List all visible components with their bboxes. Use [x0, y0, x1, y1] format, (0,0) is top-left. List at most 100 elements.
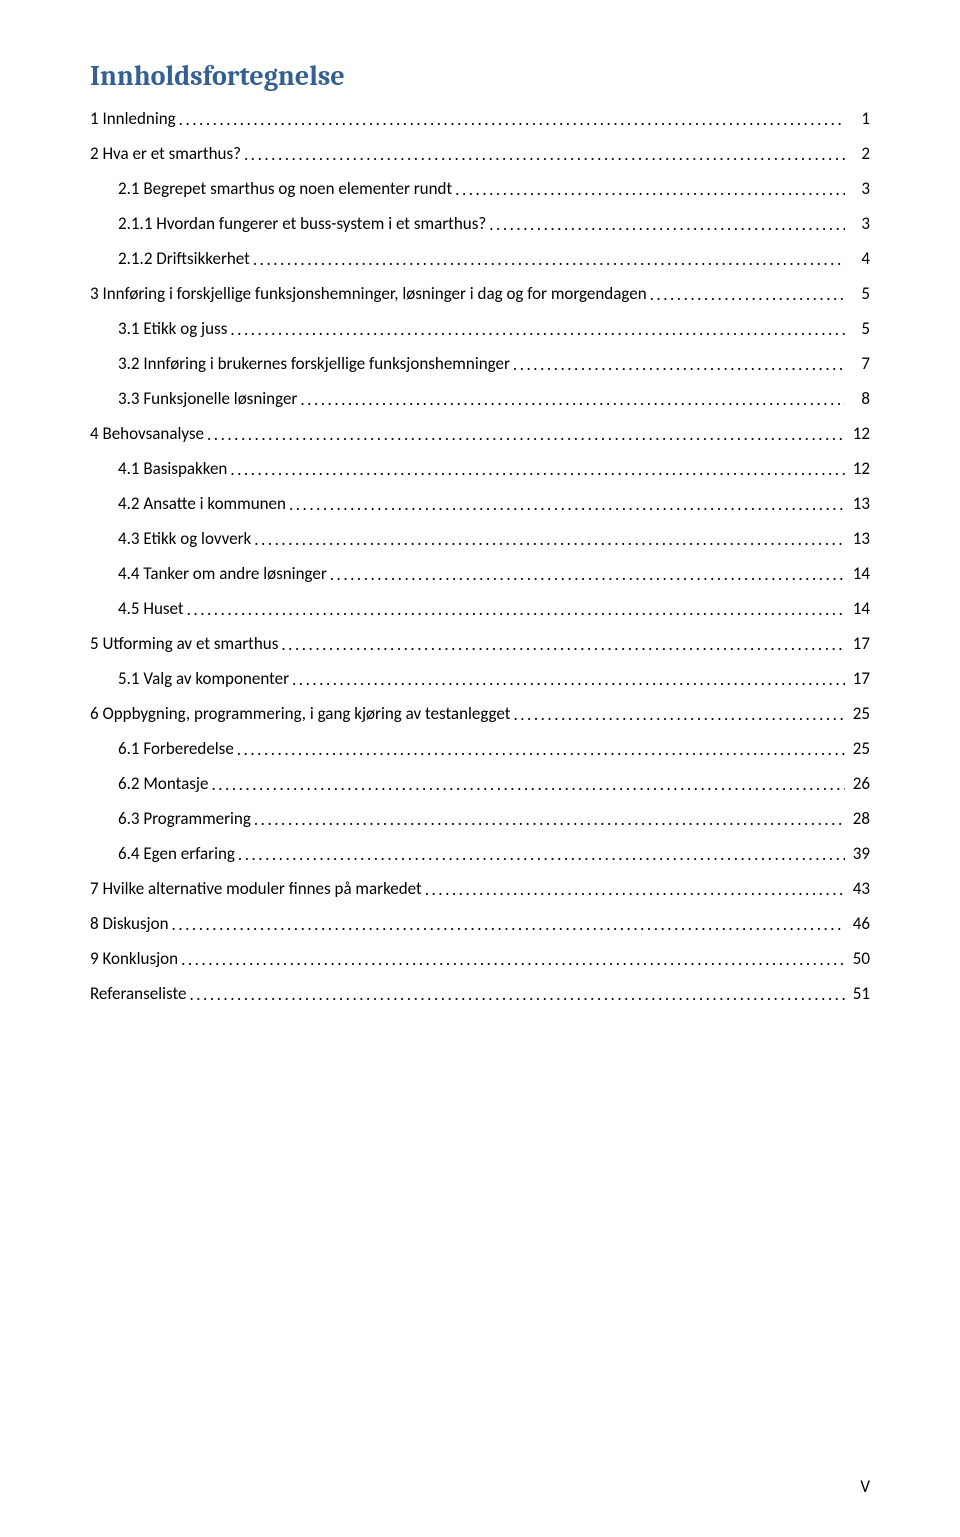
toc-entry-page: 5	[848, 320, 870, 337]
toc-entry-page: 7	[848, 355, 870, 372]
toc-entry-label: 9 Konklusjon	[90, 950, 178, 967]
toc-entry-label: 4.2 Ansatte i kommunen	[118, 495, 286, 512]
toc-entry[interactable]: 5.1 Valg av komponenter 17	[90, 670, 870, 687]
toc-entry[interactable]: 4.4 Tanker om andre løsninger 14	[90, 565, 870, 582]
toc-entry[interactable]: 4.5 Huset 14	[90, 600, 870, 617]
toc-entry[interactable]: 2 Hva er et smarthus?2	[90, 145, 870, 162]
toc-leader-dots	[254, 811, 845, 828]
toc-entry-page: 3	[848, 215, 870, 232]
toc-entry-label: 1 Innledning	[90, 110, 176, 127]
toc-entry-label: 4.3 Etikk og lovverk	[118, 530, 251, 547]
toc-leader-dots	[179, 111, 845, 128]
toc-entry-page: 1	[848, 110, 870, 127]
toc-entry-label: 3.1 Etikk og juss	[118, 320, 227, 337]
toc-entry[interactable]: 1 Innledning 1	[90, 110, 870, 127]
page-number: V	[860, 1476, 870, 1497]
toc-entry-label: 6.1 Forberedelse	[118, 740, 234, 757]
toc-entry-label: 4 Behovsanalyse	[90, 425, 204, 442]
toc-entry-page: 8	[848, 390, 870, 407]
toc-entry-label: 4.1 Basispakken	[118, 460, 227, 477]
toc-leader-dots	[230, 321, 845, 338]
toc-entry[interactable]: 4.1 Basispakken 12	[90, 460, 870, 477]
toc-entry[interactable]: 4.2 Ansatte i kommunen13	[90, 495, 870, 512]
toc-entry-page: 17	[848, 635, 870, 652]
toc-entry-page: 26	[848, 775, 870, 792]
toc-entry[interactable]: 4.3 Etikk og lovverk 13	[90, 530, 870, 547]
toc-entry[interactable]: 5 Utforming av et smarthus 17	[90, 635, 870, 652]
toc-entry-page: 3	[848, 180, 870, 197]
toc-leader-dots	[650, 286, 845, 303]
toc-leader-dots	[244, 146, 845, 163]
toc-entry-label: 7 Hvilke alternative moduler finnes på m…	[90, 880, 422, 897]
toc-leader-dots	[425, 881, 845, 898]
toc-entry-page: 12	[848, 425, 870, 442]
toc-entry-label: 3.2 Innføring i brukernes forskjellige f…	[118, 355, 510, 372]
toc-title-text: Innholdsfortegnelse	[90, 60, 345, 92]
toc-entry[interactable]: 6.3 Programmering 28	[90, 810, 870, 827]
toc-leader-dots	[281, 636, 845, 653]
toc-entry-label: 2.1.2 Driftsikkerhet	[118, 250, 250, 267]
toc-entry-page: 14	[848, 600, 870, 617]
toc-entry-page: 28	[848, 810, 870, 827]
document-page: Innholdsfortegnelse 1 Innledning 1 2 Hva e…	[0, 0, 960, 1537]
toc-leader-dots	[189, 986, 845, 1003]
toc-entry-page: 4	[848, 250, 870, 267]
toc-title: Innholdsfortegnelse	[90, 60, 870, 92]
toc-entry[interactable]: 6 Oppbygning, programmering, i gang kjør…	[90, 705, 870, 722]
toc-leader-dots	[187, 601, 845, 618]
toc-leader-dots	[330, 566, 845, 583]
toc-leader-dots	[172, 916, 845, 933]
toc-entry-label: 5.1 Valg av komponenter	[118, 670, 289, 687]
toc-entry[interactable]: 4 Behovsanalyse 12	[90, 425, 870, 442]
toc-leader-dots	[238, 846, 845, 863]
toc-entry-label: 3.3 Funksjonelle løsninger	[118, 390, 297, 407]
toc-entry[interactable]: 3.3 Funksjonelle løsninger 8	[90, 390, 870, 407]
toc-entry-page: 51	[848, 985, 870, 1002]
toc-entry-label: 6.4 Egen erfaring	[118, 845, 235, 862]
toc-leader-dots	[455, 181, 845, 198]
toc-entry-label: 2.1 Begrepet smarthus og noen elementer …	[118, 180, 452, 197]
toc-leader-dots	[211, 776, 845, 793]
toc-leader-dots	[253, 251, 845, 268]
toc-entry[interactable]: 8 Diskusjon46	[90, 915, 870, 932]
toc-entry[interactable]: 9 Konklusjon 50	[90, 950, 870, 967]
toc-entry[interactable]: 3 Innføring i forskjellige funksjonshemn…	[90, 285, 870, 302]
toc-entry-page: 43	[848, 880, 870, 897]
toc-list: 1 Innledning 1 2 Hva er et smarthus?2 2.1 B…	[90, 110, 870, 1002]
toc-entry-label: 4.5 Huset	[118, 600, 184, 617]
toc-entry-page: 13	[848, 530, 870, 547]
toc-leader-dots	[292, 671, 845, 688]
toc-entry[interactable]: 2.1.1 Hvordan fungerer et buss-system i …	[90, 215, 870, 232]
toc-entry-label: 6 Oppbygning, programmering, i gang kjør…	[90, 705, 510, 722]
toc-entry[interactable]: 3.2 Innføring i brukernes forskjellige f…	[90, 355, 870, 372]
toc-entry-page: 5	[848, 285, 870, 302]
toc-entry[interactable]: 7 Hvilke alternative moduler finnes på m…	[90, 880, 870, 897]
toc-leader-dots	[489, 216, 845, 233]
toc-entry-page: 17	[848, 670, 870, 687]
toc-leader-dots	[230, 461, 845, 478]
toc-leader-dots	[207, 426, 845, 443]
toc-entry[interactable]: Referanseliste 51	[90, 985, 870, 1002]
toc-entry-label: 3 Innføring i forskjellige funksjonshemn…	[90, 285, 647, 302]
toc-entry[interactable]: 2.1.2 Driftsikkerhet 4	[90, 250, 870, 267]
toc-entry[interactable]: 6.1 Forberedelse 25	[90, 740, 870, 757]
toc-entry-label: 5 Utforming av et smarthus	[90, 635, 278, 652]
toc-entry[interactable]: 6.2 Montasje26	[90, 775, 870, 792]
toc-leader-dots	[254, 531, 845, 548]
toc-entry-label: Referanseliste	[90, 985, 186, 1002]
toc-entry-page: 46	[848, 915, 870, 932]
toc-entry-page: 12	[848, 460, 870, 477]
toc-leader-dots	[181, 951, 845, 968]
toc-entry-page: 50	[848, 950, 870, 967]
toc-entry-label: 4.4 Tanker om andre løsninger	[118, 565, 327, 582]
toc-leader-dots	[300, 391, 845, 408]
toc-entry-label: 6.3 Programmering	[118, 810, 251, 827]
toc-entry[interactable]: 3.1 Etikk og juss 5	[90, 320, 870, 337]
toc-entry-page: 25	[848, 740, 870, 757]
toc-leader-dots	[513, 356, 845, 373]
toc-leader-dots	[289, 496, 845, 513]
toc-entry-page: 14	[848, 565, 870, 582]
toc-entry[interactable]: 6.4 Egen erfaring39	[90, 845, 870, 862]
toc-entry-page: 2	[848, 145, 870, 162]
toc-entry[interactable]: 2.1 Begrepet smarthus og noen elementer …	[90, 180, 870, 197]
